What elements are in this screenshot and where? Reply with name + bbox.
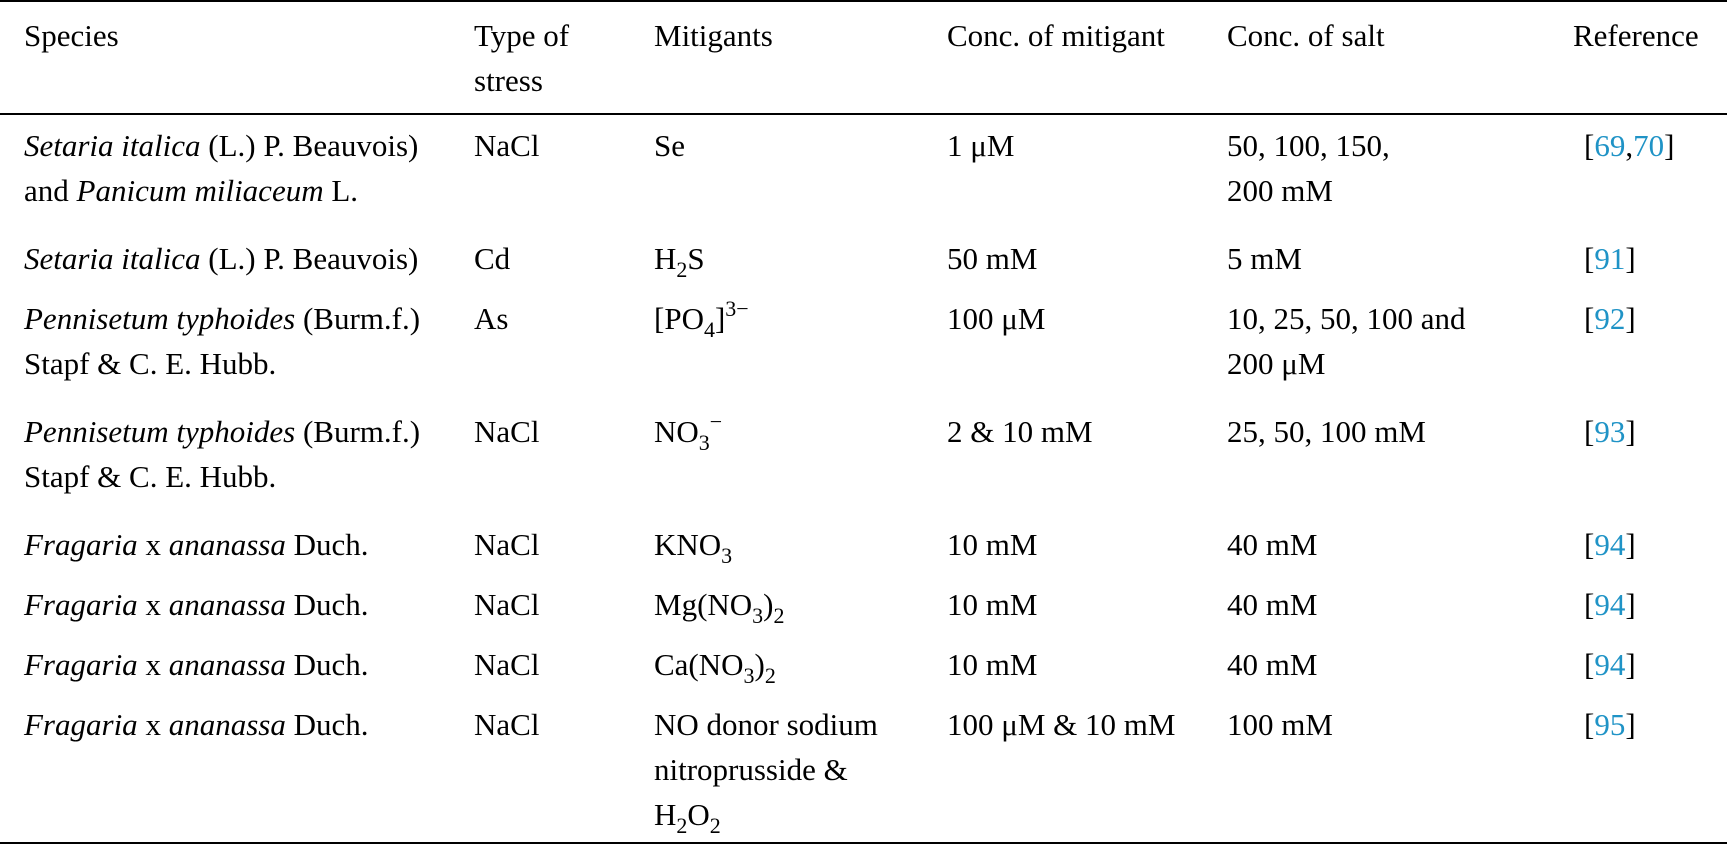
- conc-salt-cell: 40 mM: [1227, 527, 1318, 562]
- reference-cell: [91]: [1584, 241, 1636, 276]
- conc-mitigant-cell: 10 mM: [947, 647, 1038, 682]
- conc-salt-cell: 5 mM: [1227, 241, 1302, 276]
- header-type-of-stress: Type of stress: [474, 18, 570, 98]
- mitigant-cell: [PO4]3−: [654, 296, 749, 342]
- stress-cell: NaCl: [474, 128, 540, 163]
- species-cell: Fragaria x ananassa Duch.: [24, 527, 369, 562]
- table-row: Fragaria x ananassa Duch. NaCl Ca(NO3)2 …: [0, 634, 1727, 694]
- conc-mitigant-cell: 50 mM: [947, 241, 1038, 276]
- conc-mitigant-cell: 2 & 10 mM: [947, 414, 1093, 449]
- reference-cell: [93]: [1584, 414, 1636, 449]
- reference-link[interactable]: 92: [1594, 301, 1626, 336]
- species-cell: Fragaria x ananassa Duch.: [24, 647, 369, 682]
- mitigant-cell: NO donor sodium nitroprusside & H2O2: [654, 707, 878, 838]
- reference-link[interactable]: 69: [1594, 128, 1626, 163]
- mitigant-cell: KNO3: [654, 527, 733, 568]
- reference-link[interactable]: 94: [1594, 587, 1626, 622]
- mitigant-cell: NO3−: [654, 409, 723, 455]
- species-cell: Pennisetum typhoides (Burm.f.) Stapf & C.…: [24, 301, 421, 381]
- conc-mitigant-cell: 10 mM: [947, 527, 1038, 562]
- table-row: Fragaria x ananassa Duch. NaCl Mg(NO3)2 …: [0, 574, 1727, 634]
- conc-salt-cell: 25, 50, 100 mM: [1227, 414, 1426, 449]
- table-row: Fragaria x ananassa Duch. NaCl KNO3 10 m…: [0, 514, 1727, 574]
- mitigant-cell: Ca(NO3)2: [654, 647, 776, 688]
- conc-salt-cell: 40 mM: [1227, 587, 1318, 622]
- table-row: Setaria italica (L.) P. Beauvois) and Pan…: [0, 114, 1727, 228]
- stress-cell: Cd: [474, 241, 511, 276]
- conc-salt-cell: 40 mM: [1227, 647, 1318, 682]
- stress-cell: NaCl: [474, 527, 540, 562]
- stress-cell: NaCl: [474, 414, 540, 449]
- stress-cell: NaCl: [474, 647, 540, 682]
- header-conc-mitigant: Conc. of mitigant: [947, 18, 1165, 53]
- stress-cell: NaCl: [474, 587, 540, 622]
- conc-mitigant-cell: 1 μM: [947, 128, 1015, 163]
- header-species: Species: [24, 18, 119, 53]
- header-row: Species Type of stress Mitigants Conc. of…: [0, 1, 1727, 114]
- reference-link[interactable]: 70: [1633, 128, 1665, 163]
- header-conc-salt: Conc. of salt: [1227, 18, 1385, 53]
- stress-cell: As: [474, 301, 509, 336]
- reference-link[interactable]: 94: [1594, 647, 1626, 682]
- species-cell: Fragaria x ananassa Duch.: [24, 587, 369, 622]
- species-cell: Pennisetum typhoides (Burm.f.) Stapf & C.…: [24, 414, 421, 494]
- species-cell: Setaria italica (L.) P. Beauvois) and Pan…: [24, 128, 419, 208]
- reference-cell: [94]: [1584, 527, 1636, 562]
- conc-salt-cell: 50, 100, 150, 200 mM: [1227, 128, 1390, 208]
- species-cell: Setaria italica (L.) P. Beauvois): [24, 241, 419, 276]
- conc-salt-cell: 100 mM: [1227, 707, 1333, 742]
- mitigant-cell: Mg(NO3)2: [654, 587, 785, 628]
- mitigant-cell: Se: [654, 128, 685, 163]
- species-cell: Fragaria x ananassa Duch.: [24, 707, 369, 742]
- table-row: Setaria italica (L.) P. Beauvois) Cd H2S…: [0, 228, 1727, 288]
- reference-link[interactable]: 93: [1594, 414, 1626, 449]
- table-row: Pennisetum typhoides (Burm.f.) Stapf & C.…: [0, 288, 1727, 401]
- stress-cell: NaCl: [474, 707, 540, 742]
- reference-cell: [69,70]: [1584, 128, 1675, 163]
- conc-mitigant-cell: 10 mM: [947, 587, 1038, 622]
- reference-cell: [94]: [1584, 587, 1636, 622]
- mitigant-cell: H2S: [654, 241, 705, 282]
- header-reference: Reference: [1573, 18, 1699, 53]
- conc-mitigant-cell: 100 μM: [947, 301, 1046, 336]
- reference-cell: [95]: [1584, 707, 1636, 742]
- reference-link[interactable]: 95: [1594, 707, 1626, 742]
- table-row: Pennisetum typhoides (Burm.f.) Stapf & C.…: [0, 401, 1727, 514]
- conc-mitigant-cell: 100 μM & 10 mM: [947, 707, 1176, 742]
- reference-link[interactable]: 91: [1594, 241, 1626, 276]
- header-mitigants: Mitigants: [654, 18, 773, 53]
- reference-link[interactable]: 94: [1594, 527, 1626, 562]
- table-row: Fragaria x ananassa Duch. NaCl NO donor …: [0, 694, 1727, 843]
- conc-salt-cell: 10, 25, 50, 100 and 200 μM: [1227, 301, 1466, 381]
- reference-cell: [94]: [1584, 647, 1636, 682]
- reference-cell: [92]: [1584, 301, 1636, 336]
